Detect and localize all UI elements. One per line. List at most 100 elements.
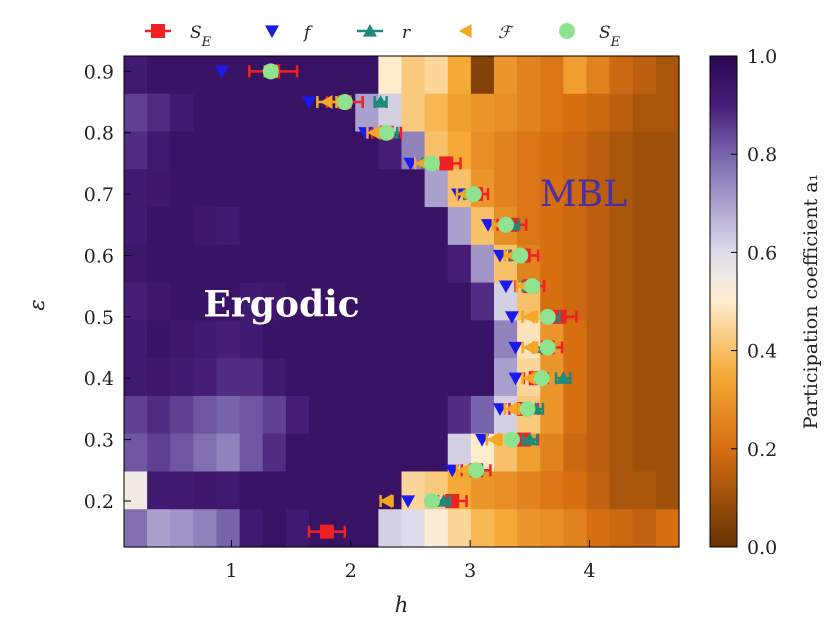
heatmap-cell [147, 320, 171, 359]
heatmap-cell [517, 169, 541, 208]
heatmap-cell [563, 320, 588, 359]
data-point [519, 400, 536, 417]
heatmap-cell [216, 471, 241, 510]
x-tick-label: 2 [345, 560, 357, 582]
heatmap-cell [239, 169, 264, 208]
heatmap-cell [632, 93, 657, 133]
heatmap-cell [401, 395, 426, 435]
heatmap-cell [309, 282, 333, 321]
heatmap-cell [540, 509, 564, 548]
heatmap-cell [262, 395, 287, 435]
heatmap-cell [632, 56, 657, 95]
heatmap-cell [332, 395, 356, 435]
heatmap-cell [378, 433, 403, 473]
data-point [522, 371, 536, 386]
x-tick-label: 3 [464, 560, 476, 582]
heatmap-cell [332, 56, 356, 95]
heatmap-cell [378, 169, 403, 208]
heatmap-cell [147, 358, 171, 397]
heatmap-cell [563, 358, 588, 397]
legend-marker [363, 24, 377, 37]
heatmap-cell [609, 395, 634, 435]
heatmap-cell [470, 471, 495, 510]
heatmap-cell [170, 320, 194, 359]
heatmap-cell [124, 320, 148, 359]
heatmap-cell [309, 56, 333, 95]
data-point [497, 216, 514, 233]
heatmap-cell [424, 244, 449, 284]
heatmap-cell [470, 131, 495, 170]
legend: SE f r ℱ SE [145, 23, 621, 50]
heatmap-cell [355, 282, 379, 321]
y-axis-label: ε [25, 299, 49, 310]
heatmap-cell [309, 395, 333, 435]
mbl-label: MBL [540, 174, 627, 215]
heatmap-cell [170, 358, 194, 397]
data-point [457, 463, 470, 478]
legend-entry: f [265, 23, 313, 43]
heatmap-cell [470, 93, 495, 133]
data-point [533, 370, 550, 387]
data-point [522, 432, 537, 446]
heatmap-cell [470, 56, 495, 95]
data-point [524, 278, 541, 295]
heatmap-cell [540, 93, 564, 133]
data-point [336, 94, 353, 111]
heatmap-cell [470, 395, 495, 435]
data-point [498, 280, 513, 294]
data-point [423, 492, 440, 509]
heatmap-cell [378, 244, 403, 284]
heatmap-cell [355, 509, 379, 548]
heatmap-cell [586, 433, 611, 473]
heatmap-cell [285, 244, 310, 284]
heatmap-cell [632, 395, 657, 435]
heatmap-cell [239, 433, 264, 473]
heatmap-cell [170, 56, 194, 95]
heatmap-cell [170, 169, 194, 208]
heatmap-cell [239, 93, 264, 133]
heatmap-cell [378, 131, 403, 170]
legend-marker [151, 24, 165, 38]
data-point [539, 339, 556, 356]
heatmap-cell [424, 509, 449, 548]
heatmap-cell [378, 509, 403, 548]
heatmap-cell [216, 433, 241, 473]
heatmap-grid [124, 56, 680, 548]
heatmap-cell [124, 93, 148, 133]
heatmap-cell [170, 395, 194, 435]
heatmap-cell [563, 433, 588, 473]
heatmap-cell [378, 207, 403, 246]
heatmap-cell [124, 131, 148, 170]
heatmap-cell [586, 169, 611, 208]
heatmap-cell [193, 320, 218, 359]
heatmap-cell [540, 169, 564, 208]
heatmap-cell [216, 131, 241, 170]
heatmap-cell [494, 169, 518, 208]
heatmap-cell [285, 433, 310, 473]
heatmap-cell [447, 56, 472, 95]
data-point [302, 96, 316, 110]
heatmap-cell [401, 358, 426, 397]
x-tick-label: 1 [225, 560, 237, 582]
heatmap-cell [309, 131, 333, 170]
data-point [468, 462, 485, 479]
legend-label: f [302, 23, 313, 43]
heatmap-cell [470, 320, 495, 359]
heatmap-cell [124, 358, 148, 397]
heatmap-cell [609, 358, 634, 397]
data-point [512, 247, 529, 264]
heatmap-cell [147, 169, 171, 208]
heatmap-cell [355, 358, 379, 397]
heatmap-cell [332, 244, 356, 284]
heatmap-cell [355, 207, 379, 246]
heatmap-cell [609, 207, 634, 246]
heatmap-cell [563, 207, 588, 246]
heatmap-cell [285, 207, 310, 246]
heatmap-cell [285, 509, 310, 548]
heatmap-cell [216, 358, 241, 397]
heatmap-cell [447, 244, 472, 284]
heatmap-cell [424, 93, 449, 133]
heatmap-cell [170, 282, 194, 321]
heatmap-cell [332, 207, 356, 246]
heatmap-cell [170, 93, 194, 133]
